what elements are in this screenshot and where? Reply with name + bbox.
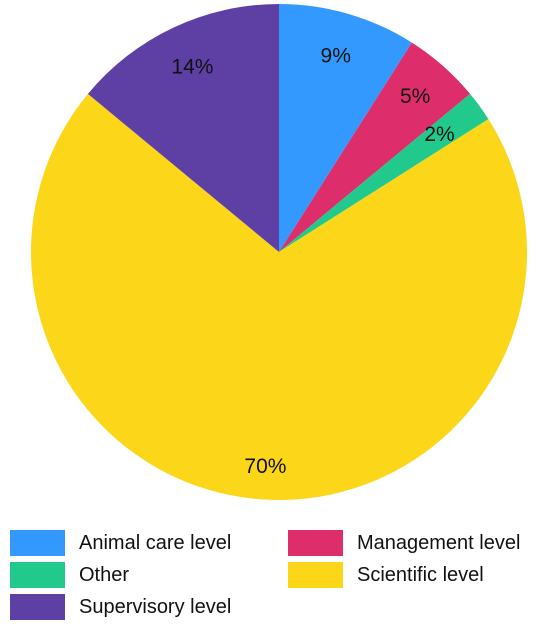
pie-slice-labels: 9% 5% 2% 70% 14% xyxy=(171,44,454,478)
legend-swatch-other xyxy=(10,562,65,588)
legend-swatch-animal-care-level xyxy=(10,530,65,556)
legend-label-scientific-level: Scientific level xyxy=(357,563,484,586)
pie-slice-management-level xyxy=(279,42,471,252)
legend-swatch-scientific-level xyxy=(288,562,343,588)
legend-swatch-management-level xyxy=(288,530,343,556)
pie-slice-supervisory-level xyxy=(87,4,279,252)
pie-slice-label-supervisory-level: 14% xyxy=(171,56,213,79)
legend-label-animal-care-level: Animal care level xyxy=(79,531,232,554)
pie-slices xyxy=(30,4,527,500)
legend-item-supervisory-level: Supervisory level xyxy=(10,594,231,620)
legend-item-scientific-level: Scientific level xyxy=(288,562,484,588)
legend-label-other: Other xyxy=(79,563,130,586)
pie-slice-label-scientific-level: 70% xyxy=(244,455,286,478)
pie-slice-label-management-level: 5% xyxy=(400,85,430,108)
legend-label-management-level: Management level xyxy=(357,531,521,554)
legend-item-other: Other xyxy=(10,562,129,588)
legend-item-animal-care-level: Animal care level xyxy=(10,530,231,556)
pie-slice-other xyxy=(279,93,489,252)
pie-chart: 9% 5% 2% 70% 14% xyxy=(30,4,527,500)
legend-label-supervisory-level: Supervisory level xyxy=(79,595,232,618)
legend: Animal care level Management level Other… xyxy=(0,522,550,627)
legend-swatch-supervisory-level xyxy=(10,594,65,620)
pie-slice-label-animal-care-level: 9% xyxy=(321,44,351,67)
pie-slice-animal-care-level xyxy=(279,4,412,252)
pie-slice-scientific-level xyxy=(30,93,527,500)
legend-item-management-level: Management level xyxy=(288,530,520,556)
pie-slice-label-other: 2% xyxy=(424,123,454,146)
